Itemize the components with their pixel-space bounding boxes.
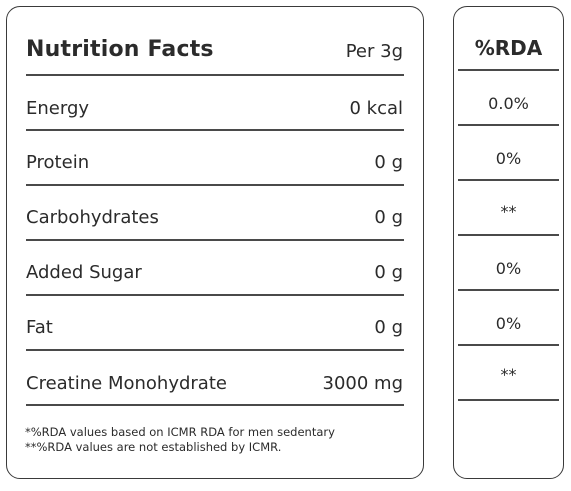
rda-title: %RDA [474, 36, 543, 60]
divider [26, 239, 404, 241]
divider [458, 69, 559, 71]
divider [458, 179, 559, 181]
divider [26, 129, 404, 131]
rda-value-creatine: ** [500, 365, 517, 384]
row-value-carbohydrates: 0 g [374, 207, 403, 228]
row-label-added-sugar: Added Sugar [26, 262, 142, 283]
footnote-rda-not-established: **%RDA values are not established by ICM… [25, 440, 282, 454]
serving-size: Per 3g [345, 41, 403, 62]
divider [458, 234, 559, 236]
footnote-rda-basis: *%RDA values based on ICMR RDA for men s… [25, 425, 335, 439]
divider [26, 294, 404, 296]
panel-title: Nutrition Facts [26, 37, 214, 62]
row-label-fat: Fat [26, 317, 53, 338]
row-value-added-sugar: 0 g [374, 262, 403, 283]
divider [458, 289, 559, 291]
row-value-energy: 0 kcal [349, 98, 403, 119]
row-value-fat: 0 g [374, 317, 403, 338]
rda-value-carbohydrates: ** [500, 202, 517, 221]
rda-panel: %RDA 0.0% 0% ** 0% 0% ** [453, 6, 564, 479]
row-value-creatine: 3000 mg [322, 373, 404, 394]
rda-value-fat: 0% [495, 314, 522, 333]
row-value-protein: 0 g [374, 152, 403, 173]
rda-value-added-sugar: 0% [495, 259, 522, 278]
divider [26, 404, 404, 406]
rda-value-energy: 0.0% [488, 94, 529, 113]
divider [458, 399, 559, 401]
divider [458, 124, 559, 126]
nutrition-facts-panel: Nutrition Facts Per 3g Energy 0 kcal Pro… [6, 6, 424, 479]
row-label-creatine: Creatine Monohydrate [26, 373, 227, 394]
row-label-energy: Energy [26, 98, 90, 119]
divider [458, 344, 559, 346]
divider [26, 349, 404, 351]
rda-value-protein: 0% [495, 149, 522, 168]
row-label-carbohydrates: Carbohydrates [26, 207, 159, 228]
row-label-protein: Protein [26, 152, 90, 173]
divider [26, 184, 404, 186]
divider [26, 74, 404, 76]
